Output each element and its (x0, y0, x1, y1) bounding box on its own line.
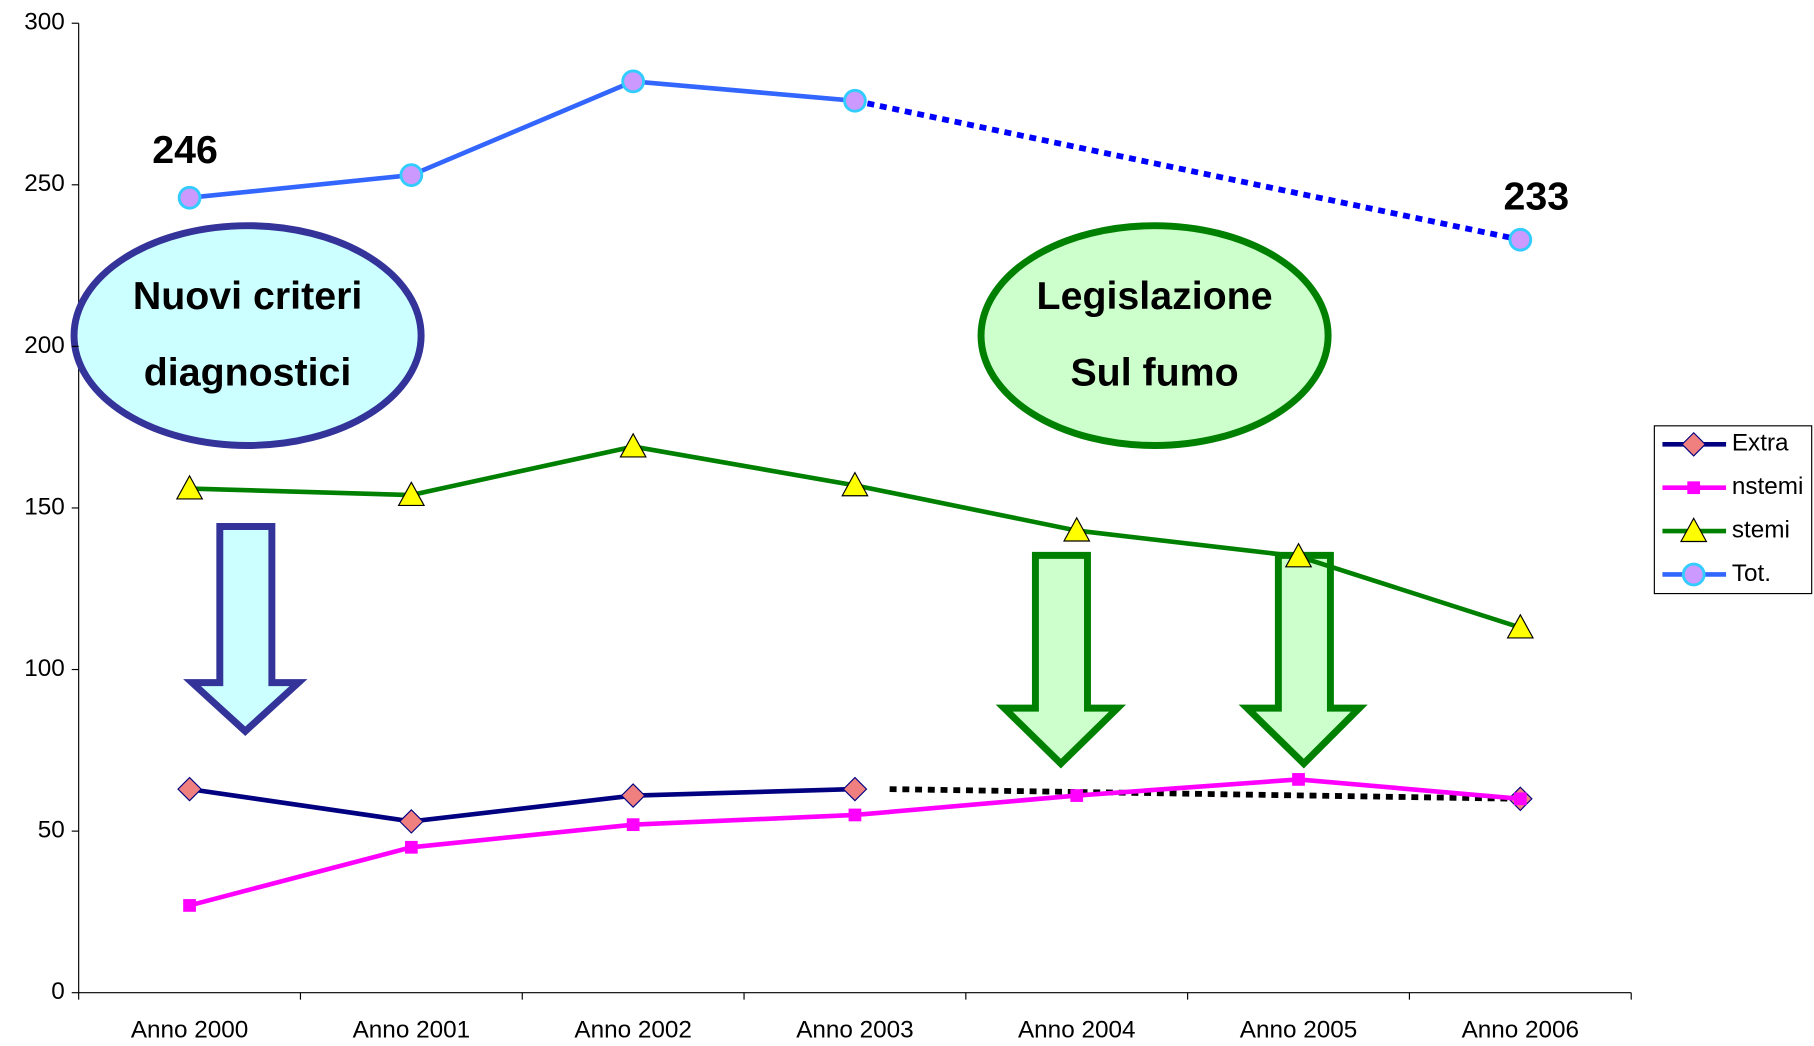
x-tick-label: Anno 2002 (574, 1016, 691, 1043)
x-tick-label: Anno 2004 (1018, 1016, 1135, 1043)
marker (397, 481, 426, 507)
marker (1292, 773, 1305, 786)
x-tick-label: Anno 2003 (796, 1016, 913, 1043)
x-tick-label: Anno 2005 (1240, 1016, 1357, 1043)
y-tick-label: 250 (24, 170, 65, 197)
data-label: 233 (1504, 174, 1570, 218)
marker (843, 88, 867, 113)
marker (1681, 431, 1707, 457)
annotation: Sul fumo (1070, 350, 1238, 394)
marker (1508, 227, 1533, 252)
y-tick-label: 0 (51, 978, 65, 1005)
callout-ellipse (977, 222, 1332, 449)
x-tick-label: Anno 2000 (131, 1016, 248, 1043)
data-label: 246 (152, 128, 218, 172)
x-tick-label: Anno 2001 (353, 1016, 470, 1043)
marker (1506, 613, 1535, 639)
marker (848, 808, 862, 822)
marker (1513, 792, 1527, 806)
marker (177, 776, 202, 802)
callout-ellipse (70, 222, 425, 449)
marker (1679, 517, 1708, 543)
x-tick-label: Anno 2006 (1462, 1016, 1579, 1043)
arrow (995, 551, 1127, 769)
legend-label: stemi (1732, 517, 1790, 544)
marker (183, 899, 196, 912)
marker (842, 776, 868, 802)
marker (1681, 562, 1706, 587)
marker (399, 163, 424, 187)
marker (1063, 516, 1091, 542)
legend-label: Extra (1732, 430, 1789, 457)
y-tick-label: 200 (24, 332, 65, 359)
marker (1284, 542, 1313, 568)
marker (626, 818, 640, 832)
legend: Extra nstemi stemi Tot. (1653, 425, 1813, 595)
marker (177, 185, 202, 210)
y-tick-label: 150 (24, 493, 65, 520)
legend-label: nstemi (1732, 473, 1804, 500)
marker (398, 809, 424, 834)
marker (404, 840, 418, 854)
arrow (1238, 551, 1368, 769)
annotation: Nuovi criteri (133, 274, 362, 318)
y-tick-label: 50 (38, 817, 65, 844)
marker (841, 471, 869, 497)
y-tick-label: 300 (24, 9, 65, 36)
annotation: diagnostici (144, 350, 352, 394)
marker (1687, 481, 1701, 495)
marker (619, 432, 647, 458)
legend-box (1653, 425, 1813, 595)
trend-connector (854, 97, 1521, 243)
y-tick-label: 100 (24, 655, 65, 682)
marker (620, 783, 646, 808)
marker (175, 474, 204, 500)
annotation: Legislazione (1037, 274, 1273, 318)
legend-label: Tot. (1732, 560, 1771, 587)
arrow (183, 523, 308, 736)
marker (1070, 789, 1084, 802)
marker (621, 69, 646, 94)
trend-connector (889, 786, 1521, 802)
